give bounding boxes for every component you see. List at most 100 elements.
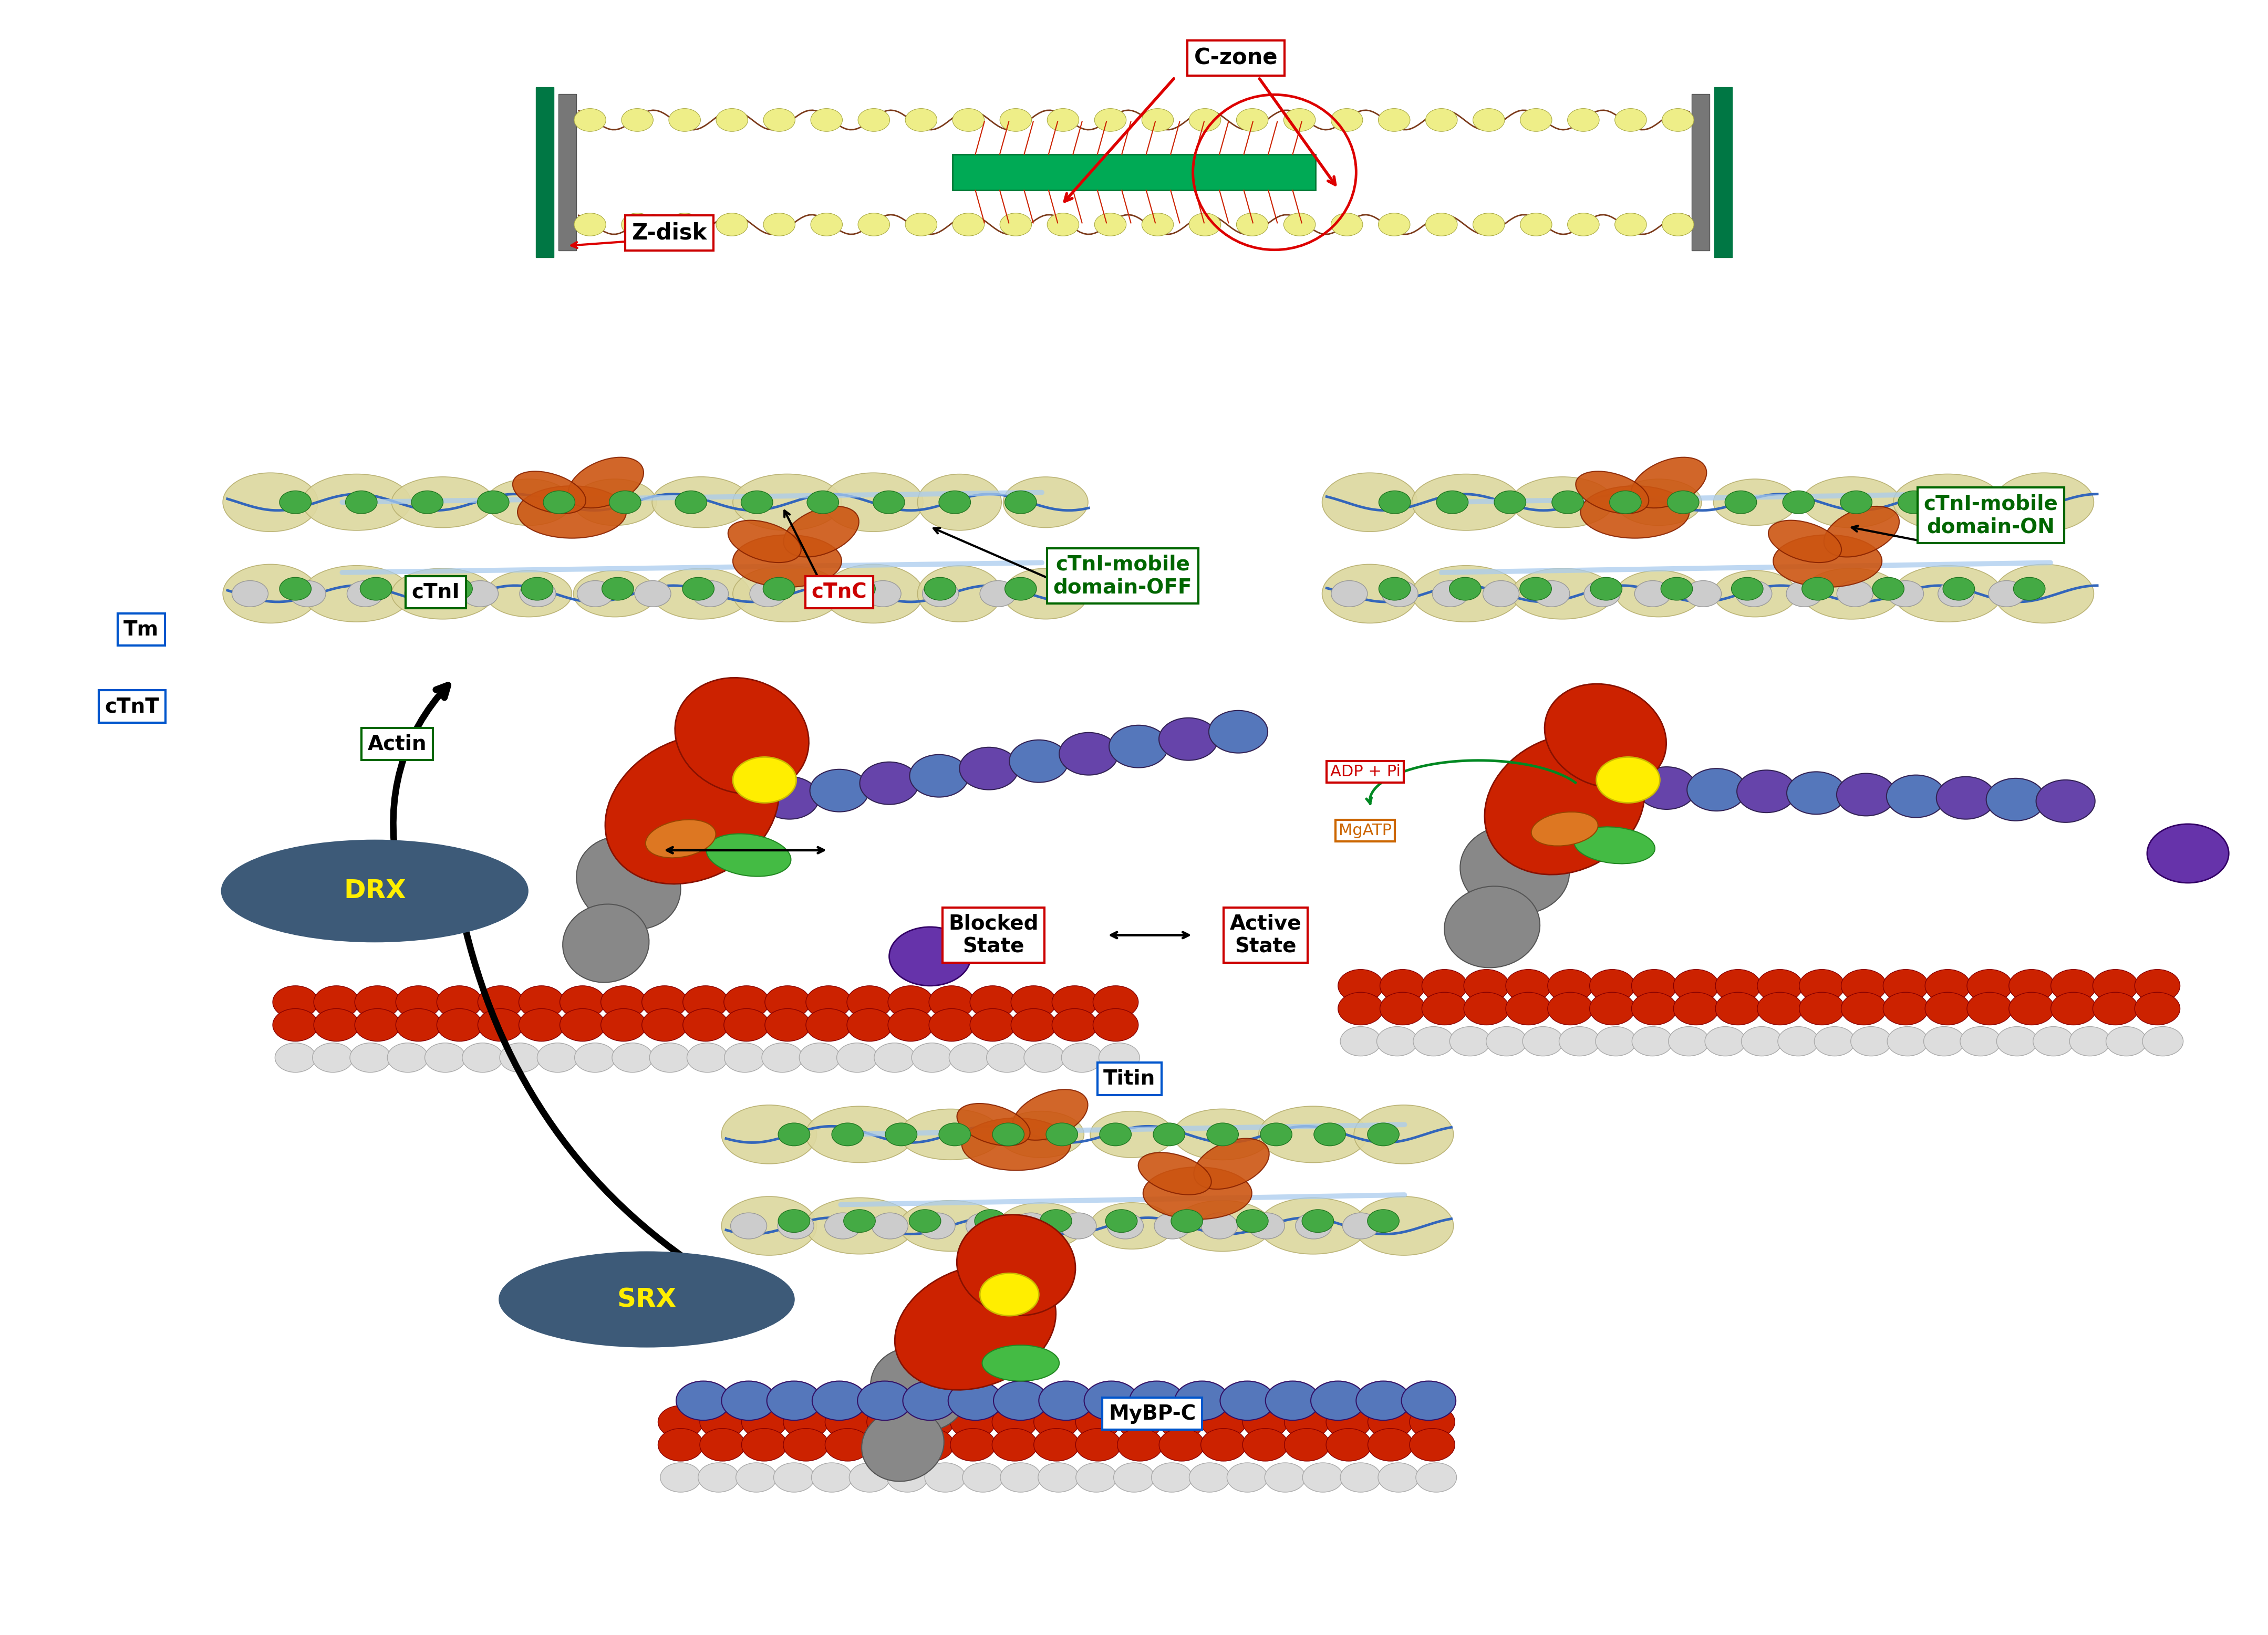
Ellipse shape [517,486,626,538]
Circle shape [1801,577,1833,600]
Circle shape [1000,108,1032,131]
Ellipse shape [1994,473,2093,531]
Circle shape [272,986,318,1019]
Circle shape [1610,490,1642,513]
Circle shape [544,490,576,513]
Circle shape [313,1043,354,1073]
Circle shape [742,1429,787,1462]
Circle shape [1284,213,1315,235]
Circle shape [361,577,392,600]
Circle shape [887,986,932,1019]
Circle shape [860,762,919,804]
Text: cTnI: cTnI [413,582,460,602]
Ellipse shape [499,1252,794,1347]
Circle shape [848,1463,889,1493]
Circle shape [349,1043,390,1073]
Circle shape [975,1210,1007,1233]
Circle shape [1966,970,2012,1002]
Ellipse shape [1002,477,1089,528]
Circle shape [762,577,794,600]
Circle shape [751,580,787,607]
Circle shape [1023,1043,1064,1073]
Text: DRX: DRX [342,878,406,904]
Ellipse shape [1510,477,1613,528]
Circle shape [1926,970,1971,1002]
Circle shape [866,1429,912,1462]
Circle shape [1567,213,1599,235]
Circle shape [1188,1463,1229,1493]
Circle shape [1152,1463,1193,1493]
Circle shape [991,1429,1036,1462]
Circle shape [1472,213,1504,235]
Circle shape [810,108,841,131]
Circle shape [1295,1213,1331,1239]
Circle shape [601,577,633,600]
Circle shape [1706,1027,1746,1056]
Circle shape [1175,1382,1229,1421]
Ellipse shape [392,569,494,620]
Ellipse shape [1712,479,1796,525]
Circle shape [773,1463,814,1493]
Circle shape [2093,970,2139,1002]
Circle shape [939,1123,971,1146]
Circle shape [1449,1027,1490,1056]
Circle shape [1005,577,1036,600]
Circle shape [476,490,508,513]
Circle shape [1284,108,1315,131]
Circle shape [610,490,642,513]
Circle shape [2050,970,2096,1002]
Ellipse shape [1173,1109,1272,1159]
Circle shape [885,1123,916,1146]
Ellipse shape [222,473,318,531]
Circle shape [723,1009,769,1041]
Circle shape [1737,770,1796,813]
FancyArrowPatch shape [841,1125,1404,1135]
Circle shape [1331,213,1363,235]
Circle shape [1433,580,1470,607]
Circle shape [1411,1406,1454,1439]
Circle shape [1075,1406,1120,1439]
Circle shape [621,108,653,131]
Circle shape [826,1406,871,1439]
Circle shape [1052,1009,1098,1041]
Circle shape [2037,780,2096,822]
Ellipse shape [574,571,655,616]
Circle shape [313,1009,358,1041]
Circle shape [1463,992,1508,1025]
Circle shape [1075,1463,1116,1493]
Circle shape [683,577,714,600]
Circle shape [1851,1027,1892,1056]
Text: Blocked
State: Blocked State [948,914,1039,956]
Circle shape [1379,970,1424,1002]
Circle shape [812,1463,853,1493]
Circle shape [1923,1027,1964,1056]
Ellipse shape [862,1408,943,1481]
Circle shape [1041,1210,1073,1233]
Ellipse shape [1012,1089,1089,1140]
Circle shape [438,1009,483,1041]
Circle shape [1667,490,1699,513]
Text: Titin: Titin [1105,1069,1154,1089]
Circle shape [438,986,483,1019]
Circle shape [864,580,900,607]
Circle shape [905,213,937,235]
Circle shape [857,213,889,235]
Circle shape [1093,1009,1139,1041]
Circle shape [1009,741,1068,783]
Circle shape [844,1210,875,1233]
Ellipse shape [1354,1197,1454,1256]
Circle shape [1159,1429,1204,1462]
Circle shape [2148,824,2229,883]
Circle shape [1048,213,1080,235]
Ellipse shape [1576,471,1649,513]
Circle shape [231,580,268,607]
Circle shape [923,580,959,607]
Circle shape [1715,970,1760,1002]
Circle shape [1726,490,1758,513]
Circle shape [991,1406,1036,1439]
Circle shape [1415,1463,1456,1493]
Circle shape [805,986,850,1019]
Bar [558,93,576,250]
Circle shape [658,1429,703,1462]
Circle shape [601,986,646,1019]
